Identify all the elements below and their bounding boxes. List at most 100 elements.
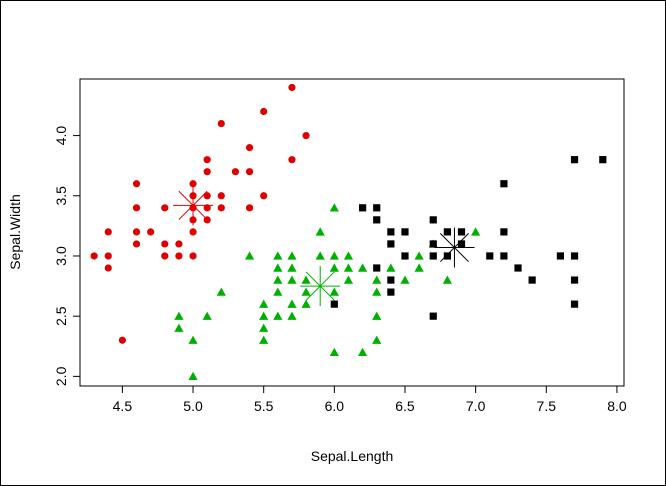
point-triangle	[259, 335, 269, 344]
point-triangle	[343, 275, 354, 284]
point-triangle	[315, 251, 325, 260]
point-triangle	[188, 371, 198, 381]
point-triangle	[259, 311, 269, 320]
point-square	[570, 252, 579, 260]
x-tick-label: 4.5	[113, 398, 133, 414]
y-axis: 2.0 2.5 3.0 3.5 4.0	[53, 126, 81, 386]
point-square	[401, 228, 409, 236]
plot-area-border	[79, 78, 625, 387]
point-triangle	[287, 251, 297, 260]
point-triangle	[202, 311, 212, 320]
point-triangle	[273, 275, 283, 284]
x-tick-label: 5.0	[183, 398, 203, 414]
y-axis-label: Sepal.Width	[7, 194, 23, 269]
point-triangle	[259, 299, 269, 308]
point-square	[429, 216, 437, 224]
point-square	[500, 228, 508, 236]
point-triangle	[174, 323, 184, 332]
point-triangle	[287, 275, 297, 284]
point-circle	[245, 144, 254, 152]
x-axis: 4.5 5.0 5.5 6.0 6.5 7.0 7.5 8.0	[113, 385, 627, 414]
point-square	[457, 240, 466, 248]
point-square	[373, 204, 381, 212]
point-triangle	[329, 203, 339, 212]
x-tick-label: 7.5	[537, 398, 557, 414]
point-square	[373, 216, 381, 224]
point-triangle	[273, 311, 283, 320]
point-square	[570, 276, 579, 284]
point-triangle	[259, 323, 269, 332]
point-triangle	[273, 287, 283, 296]
point-triangle	[343, 251, 354, 260]
point-triangle	[244, 251, 255, 260]
point-circle	[161, 240, 169, 248]
point-circle	[104, 252, 112, 260]
point-square	[500, 252, 508, 260]
x-tick-label: 8.0	[607, 398, 627, 414]
point-triangle	[329, 347, 339, 356]
point-triangle	[273, 251, 283, 260]
x-tick-label: 6.0	[325, 398, 345, 414]
point-square	[500, 180, 508, 188]
point-square	[387, 240, 395, 248]
cluster-center-marker	[439, 233, 469, 263]
point-triangle	[301, 299, 311, 308]
x-axis-label: Sepal.Length	[311, 448, 394, 464]
y-tick-label: 2.5	[53, 306, 69, 326]
point-square	[570, 300, 579, 308]
point-square	[358, 204, 367, 212]
point-circle	[203, 168, 211, 176]
point-triangle	[287, 263, 297, 272]
point-triangle	[188, 335, 198, 344]
point-circle	[260, 107, 268, 116]
point-triangle	[471, 227, 481, 236]
point-circle	[132, 240, 141, 248]
point-triangle	[357, 347, 368, 356]
point-triangle	[372, 275, 382, 284]
point-triangle	[372, 311, 382, 320]
cluster-centers	[173, 185, 475, 307]
point-triangle	[372, 287, 382, 296]
point-circle	[288, 156, 296, 164]
point-square	[443, 228, 451, 236]
point-triangle	[174, 311, 184, 320]
point-circle	[189, 228, 197, 236]
point-square	[457, 228, 466, 236]
point-square	[373, 264, 381, 272]
point-circle	[104, 228, 112, 236]
point-circle	[161, 204, 169, 212]
point-triangle	[301, 287, 311, 296]
point-triangle	[287, 299, 297, 308]
point-triangle	[329, 287, 339, 296]
point-square	[599, 156, 607, 164]
point-triangle	[315, 227, 325, 236]
point-triangle	[343, 263, 354, 272]
point-square	[486, 252, 494, 260]
point-triangle	[400, 275, 410, 284]
point-circle	[104, 264, 112, 272]
point-triangle	[216, 287, 226, 296]
point-circle	[175, 240, 183, 248]
point-circle	[231, 168, 240, 176]
point-triangle	[372, 335, 382, 344]
point-triangle	[301, 275, 311, 284]
point-triangle	[386, 263, 396, 272]
point-circle	[245, 168, 254, 176]
point-triangle	[287, 311, 297, 320]
point-circle	[203, 192, 211, 200]
point-square	[556, 252, 565, 260]
point-triangle	[329, 251, 339, 260]
cluster-center-marker	[178, 190, 208, 220]
y-tick-label: 4.0	[53, 126, 69, 146]
point-square	[387, 276, 395, 284]
point-triangle	[273, 263, 283, 272]
point-square	[330, 300, 338, 308]
cluster-center-marker	[305, 271, 335, 301]
point-circle	[189, 180, 197, 188]
point-square	[387, 228, 395, 236]
point-square	[429, 240, 437, 248]
point-square	[514, 264, 522, 272]
x-tick-label: 6.5	[395, 398, 415, 414]
point-circle	[132, 228, 141, 236]
